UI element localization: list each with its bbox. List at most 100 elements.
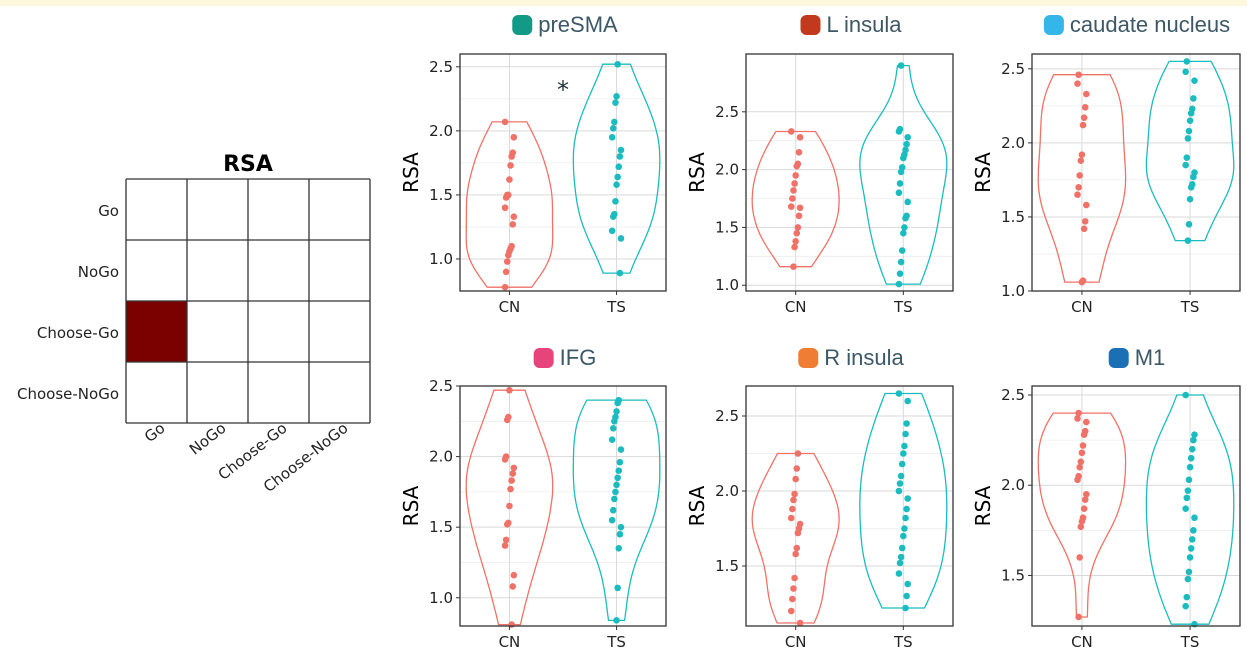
data-point	[1182, 161, 1189, 169]
data-point	[792, 237, 799, 245]
plot-frame	[745, 53, 954, 292]
data-point	[796, 133, 804, 141]
data-point	[1076, 172, 1084, 179]
top-banner-strip	[0, 0, 1247, 6]
data-point	[897, 62, 905, 69]
data-point	[1182, 391, 1189, 399]
x-tick-label: TS	[606, 298, 626, 316]
data-point	[796, 619, 804, 627]
data-point	[1185, 476, 1193, 484]
violin-outline	[1145, 394, 1235, 625]
data-point	[896, 180, 904, 187]
data-point	[502, 536, 510, 544]
data-point	[901, 442, 908, 450]
data-point	[506, 502, 513, 510]
data-point	[896, 559, 904, 567]
data-point	[1074, 80, 1081, 87]
data-point	[1188, 445, 1196, 453]
data-point	[509, 583, 517, 590]
rsa-matrix-highlight-cell	[126, 301, 187, 362]
data-point	[611, 495, 618, 503]
data-point	[612, 413, 619, 421]
data-point	[787, 203, 795, 210]
data-point	[895, 390, 903, 397]
y-tick-label: 1.0	[429, 250, 453, 268]
data-point	[1191, 77, 1198, 84]
data-point	[904, 397, 912, 405]
x-tick-label: CN	[785, 633, 807, 651]
data-point	[616, 458, 624, 466]
title-marker	[1043, 15, 1064, 35]
data-point	[898, 247, 906, 254]
data-point	[903, 140, 910, 148]
panel-title: M1	[1135, 345, 1166, 370]
data-point	[791, 243, 798, 251]
data-point	[1191, 431, 1198, 439]
data-point	[614, 474, 621, 482]
violin-outline	[572, 399, 661, 622]
data-point	[608, 436, 616, 443]
data-point	[794, 450, 802, 457]
data-point	[617, 146, 625, 154]
data-point	[506, 386, 513, 394]
data-point	[1077, 157, 1085, 164]
title-marker	[800, 15, 821, 35]
data-point	[509, 149, 517, 156]
data-point	[898, 544, 906, 552]
violin-outline	[1145, 60, 1235, 242]
violin-outline	[1037, 74, 1127, 283]
data-point	[501, 542, 509, 549]
data-point	[612, 198, 619, 205]
data-point	[796, 520, 804, 528]
data-point	[902, 430, 909, 438]
data-point	[507, 485, 514, 493]
data-point	[1182, 505, 1189, 513]
data-point	[1077, 523, 1085, 531]
data-point	[1083, 90, 1090, 98]
data-point	[904, 198, 912, 206]
data-point	[1182, 68, 1189, 76]
plot-frame	[1031, 53, 1241, 292]
data-point	[793, 229, 801, 237]
data-point	[900, 450, 907, 457]
data-point	[611, 210, 618, 218]
data-point	[501, 118, 509, 126]
y-tick-label: 1.5	[1001, 566, 1025, 584]
data-point	[895, 189, 903, 197]
data-point	[510, 464, 518, 472]
x-tick-label: CN	[499, 298, 521, 316]
data-point	[1183, 494, 1191, 502]
rsa-row-label: Choose-Go	[37, 324, 119, 342]
data-point	[1188, 105, 1196, 113]
data-point	[1185, 221, 1193, 228]
rsa-row-label: NoGo	[78, 263, 119, 281]
y-tick-label: 2.5	[429, 58, 453, 76]
y-tick-label: 1.0	[429, 589, 453, 607]
data-point	[794, 224, 802, 231]
violin-panel: 1.5 2.0 2.5 CN TS RSA R insula	[685, 345, 954, 651]
plot-frame	[745, 385, 954, 627]
x-tick-label: TS	[606, 633, 626, 651]
data-point	[790, 496, 797, 504]
data-point	[614, 584, 621, 592]
x-tick-label: TS	[1180, 633, 1200, 651]
data-point	[898, 163, 906, 171]
data-point	[903, 592, 910, 600]
data-point	[791, 574, 798, 582]
y-axis-title: RSA	[399, 485, 423, 526]
y-tick-label: 1.5	[429, 186, 453, 204]
y-tick-label: 2.5	[1001, 60, 1025, 78]
y-tick-label: 2.0	[1001, 476, 1025, 494]
data-point	[901, 525, 908, 532]
y-tick-label: 2.0	[429, 448, 453, 466]
data-point	[896, 125, 904, 133]
data-point	[616, 153, 624, 160]
data-point	[612, 99, 619, 106]
data-point	[1190, 95, 1197, 102]
panel-title: R insula	[824, 345, 904, 370]
x-tick-label: TS	[1180, 298, 1200, 316]
data-point	[900, 532, 907, 540]
data-point	[1183, 593, 1191, 601]
data-point	[615, 467, 623, 475]
data-point	[897, 472, 905, 480]
